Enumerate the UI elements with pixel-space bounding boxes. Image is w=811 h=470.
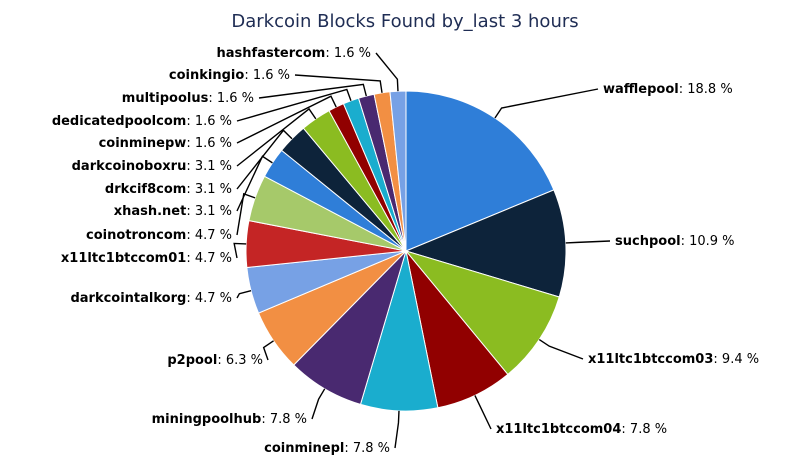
slice-label-name: coinotroncom xyxy=(86,228,186,243)
slice-label-hashfastercom: hashfastercom: 1.6 % xyxy=(217,46,371,61)
slice-label-coinminepl: coinminepl: 7.8 % xyxy=(264,441,390,456)
slice-labels: wafflepool: 18.8 % suchpool: 10.9 % x11ltc… xyxy=(52,46,759,456)
slice-label-name: coinminepw xyxy=(99,136,187,151)
connector-darkcointalkorg xyxy=(236,290,252,299)
slice-label-name: coinkingio xyxy=(169,68,244,83)
slice-label-p2pool: p2pool: 6.3 % xyxy=(167,353,263,368)
connector-coinminepl xyxy=(394,410,400,449)
connector-hashfastercom xyxy=(375,52,399,92)
connector-x11ltc1btccom03 xyxy=(538,338,584,360)
slice-label-name: miningpoolhub xyxy=(152,412,262,427)
slice-label-coinotroncom: coinotroncom: 4.7 % xyxy=(86,228,232,243)
pie-slice-x11ltc1btccom03[interactable] xyxy=(404,250,560,376)
slice-label-name: coinminepl xyxy=(264,441,344,456)
label-connectors xyxy=(233,52,611,449)
slice-label-darkcointalkorg: darkcointalkorg: 4.7 % xyxy=(70,291,232,306)
slice-label-value: : 3.1 % xyxy=(186,204,232,219)
connector-coinminepw xyxy=(236,95,337,144)
connector-miningpoolhub xyxy=(311,388,326,420)
slice-label-value: : 3.1 % xyxy=(186,182,232,197)
connector-coinotroncom xyxy=(236,192,256,236)
slice-label-coinminepw: coinminepw: 1.6 % xyxy=(99,136,232,151)
slice-label-value: : 1.6 % xyxy=(244,68,290,83)
slice-label-value: : 4.7 % xyxy=(186,228,232,243)
connector-coinkingio xyxy=(294,74,383,93)
slice-label-value: : 6.3 % xyxy=(217,353,263,368)
slice-label-x11ltc1btccom01: x11ltc1btccom01: 4.7 % xyxy=(61,251,232,266)
slice-label-value: : 7.8 % xyxy=(261,412,307,427)
connector-suchpool xyxy=(565,240,611,244)
slice-label-name: multipoolus xyxy=(122,91,209,106)
slice-label-miningpoolhub: miningpoolhub: 7.8 % xyxy=(152,412,307,427)
chart-title: Darkcoin Blocks Found by_last 3 hours xyxy=(231,11,578,32)
slice-label-name: suchpool xyxy=(615,234,681,249)
slice-label-value: : 1.6 % xyxy=(208,91,254,106)
slice-label-value: : 18.8 % xyxy=(679,82,733,97)
slice-label-value: : 3.1 % xyxy=(186,159,232,174)
slice-label-suchpool: suchpool: 10.9 % xyxy=(615,234,735,249)
slice-label-value: : 1.6 % xyxy=(325,46,371,61)
slice-label-xhash.net: xhash.net: 3.1 % xyxy=(114,204,232,219)
slice-label-name: drkcif8com xyxy=(105,182,186,197)
slice-label-name: wafflepool xyxy=(603,82,679,97)
slice-label-dedicatedpoolcom: dedicatedpoolcom: 1.6 % xyxy=(52,114,232,129)
slice-label-value: : 9.4 % xyxy=(713,352,759,367)
slice-label-value: : 1.6 % xyxy=(186,136,232,151)
slice-label-value: : 7.8 % xyxy=(344,441,390,456)
slice-label-coinkingio: coinkingio: 1.6 % xyxy=(169,68,290,83)
slice-label-name: dedicatedpoolcom xyxy=(52,114,187,129)
pie-slices xyxy=(245,90,567,412)
connector-wafflepool xyxy=(494,88,599,119)
slice-label-value: : 7.8 % xyxy=(621,422,667,437)
slice-label-value: : 1.6 % xyxy=(186,114,232,129)
connector-multipoolus xyxy=(258,83,367,99)
slice-label-name: p2pool xyxy=(167,353,217,368)
connector-darkcoinoboxru xyxy=(236,107,317,167)
slice-label-wafflepool: wafflepool: 18.8 % xyxy=(603,82,733,97)
slice-label-darkcoinoboxru: darkcoinoboxru: 3.1 % xyxy=(72,159,232,174)
slice-label-x11ltc1btccom03: x11ltc1btccom03: 9.4 % xyxy=(588,352,759,367)
slice-label-multipoolus: multipoolus: 1.6 % xyxy=(122,91,254,106)
pie-slice-suchpool[interactable] xyxy=(404,189,567,298)
slice-label-name: x11ltc1btccom03 xyxy=(588,352,713,367)
slice-label-name: xhash.net xyxy=(114,204,187,219)
slice-label-x11ltc1btccom04: x11ltc1btccom04: 7.8 % xyxy=(496,422,667,437)
slice-label-drkcif8com: drkcif8com: 3.1 % xyxy=(105,182,232,197)
connector-drkcif8com xyxy=(236,129,293,190)
connector-dedicatedpoolcom xyxy=(236,88,352,122)
slice-label-value: : 4.7 % xyxy=(186,291,232,306)
connector-x11ltc1btccom04 xyxy=(474,395,492,430)
connector-x11ltc1btccom01 xyxy=(233,242,247,259)
slice-label-value: : 10.9 % xyxy=(681,234,735,249)
connector-p2pool xyxy=(262,340,274,361)
slice-label-name: darkcoinoboxru xyxy=(72,159,187,174)
slice-label-value: : 4.7 % xyxy=(186,251,232,266)
slice-label-name: hashfastercom xyxy=(217,46,326,61)
slice-label-name: x11ltc1btccom04 xyxy=(496,422,621,437)
slice-label-name: darkcointalkorg xyxy=(70,291,186,306)
slice-label-name: x11ltc1btccom01 xyxy=(61,251,186,266)
